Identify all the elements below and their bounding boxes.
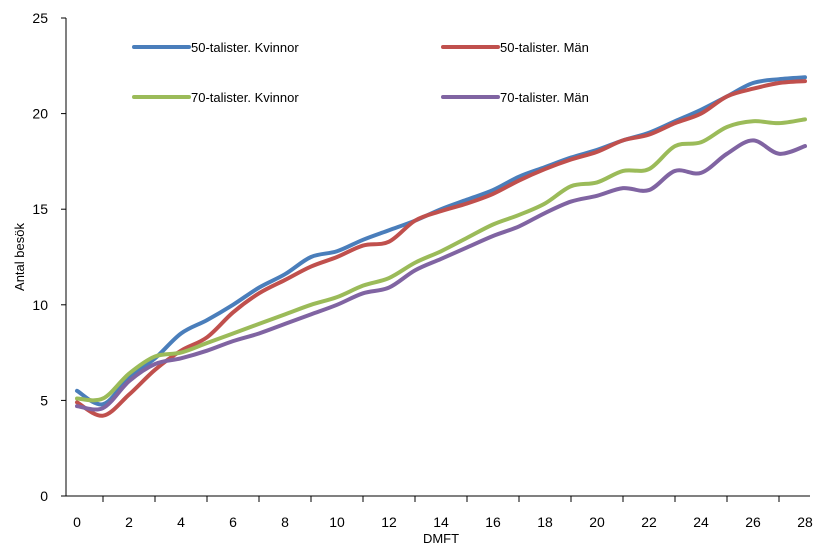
x-axis-ticks: 0 2 4 6 8 10 12 14 16 18 20 22 24 26 28 [73,496,813,530]
x-axis-label: DMFT [423,531,459,546]
legend-label: 50-talister. Kvinnor [191,40,299,55]
legend-label: 70-talister. Kvinnor [191,90,299,105]
y-tick-label: 20 [32,106,48,122]
legend-item-1: 50-talister. Kvinnor [134,40,299,55]
legend-label: 50-talister. Män [500,40,589,55]
legend-item-2: 50-talister. Män [443,40,589,55]
x-tick-label: 24 [693,514,709,530]
y-tick-label: 10 [32,297,48,313]
legend-label: 70-talister. Män [500,90,589,105]
legend: 50-talister. Kvinnor 50-talister. Män 70-t… [134,40,589,105]
series-lines [77,77,805,416]
x-tick-label: 16 [485,514,501,530]
series-line-2 [77,81,805,416]
y-axis-ticks: 0 5 10 15 20 25 [32,10,66,504]
y-tick-label: 0 [40,488,48,504]
x-tick-label: 14 [433,514,449,530]
x-tick-label: 10 [329,514,345,530]
x-tick-label: 2 [125,514,133,530]
x-tick-label: 12 [381,514,397,530]
y-tick-label: 5 [40,392,48,408]
series-line-4 [77,140,805,409]
x-tick-label: 4 [177,514,185,530]
x-tick-label: 22 [641,514,657,530]
y-tick-label: 25 [32,10,48,26]
x-tick-label: 26 [745,514,761,530]
x-tick-label: 8 [281,514,289,530]
x-tick-label: 18 [537,514,553,530]
x-tick-label: 6 [229,514,237,530]
legend-item-3: 70-talister. Kvinnor [134,90,299,105]
y-axis-label: Antal besök [12,223,27,291]
y-tick-label: 15 [32,201,48,217]
legend-item-4: 70-talister. Män [443,90,589,105]
x-tick-label: 28 [797,514,813,530]
x-tick-label: 20 [589,514,605,530]
x-tick-label: 0 [73,514,81,530]
